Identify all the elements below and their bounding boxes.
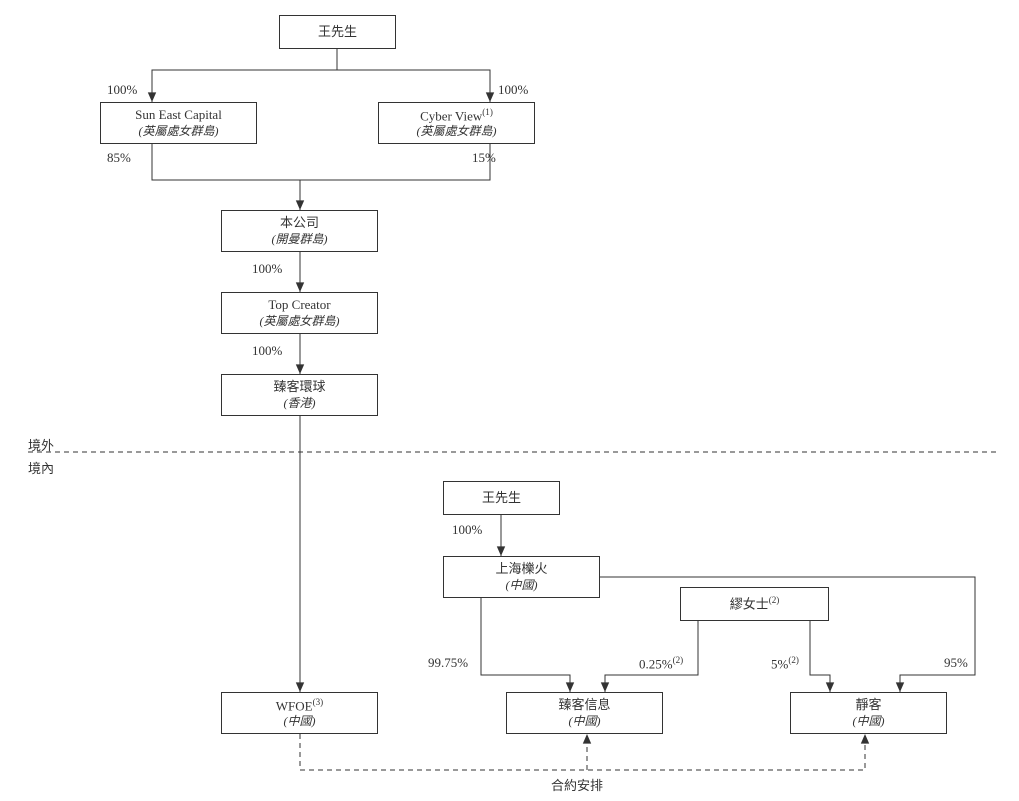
node-subtitle: (英屬處女群島) — [139, 124, 219, 139]
node-subtitle: (英屬處女群島) — [260, 314, 340, 329]
node-subtitle: (香港) — [284, 396, 316, 411]
label-l_mm_5: 5%(2) — [771, 655, 799, 672]
node-topcreator: Top Creator(英屬處女群島) — [221, 292, 378, 334]
node-title: 本公司 — [280, 215, 319, 231]
edge-1 — [337, 49, 490, 102]
node-subtitle: (英屬處女群島) — [417, 124, 497, 139]
node-title: 王先生 — [482, 490, 521, 506]
edge-3 — [300, 144, 490, 180]
edge-0 — [152, 49, 337, 102]
label-l_mm_025: 0.25%(2) — [639, 655, 683, 672]
label-l_tc_100: 100% — [252, 343, 282, 359]
node-cyberview: Cyber View(1)(英屬處女群島) — [378, 102, 535, 144]
node-subtitle: (中國) — [506, 578, 538, 593]
node-title: 臻客環球 — [273, 379, 325, 395]
label-l_sh_95: 95% — [944, 655, 968, 671]
node-zkglobal: 臻客環球(香港) — [221, 374, 378, 416]
label-l_se_85: 85% — [107, 150, 131, 166]
node-suneast: Sun East Capital(英屬處女群島) — [100, 102, 257, 144]
node-subtitle: (中國) — [853, 714, 885, 729]
node-company: 本公司(開曼群島) — [221, 210, 378, 252]
node-title: Cyber View(1) — [420, 107, 493, 125]
org-chart: { "type": "flowchart", "canvas": { "widt… — [0, 0, 1019, 801]
node-title: 臻客信息 — [558, 697, 610, 713]
label-l_cv_100: 100% — [498, 82, 528, 98]
node-title: 上海櫟火 — [495, 561, 547, 577]
node-mrwang2: 王先生 — [443, 481, 560, 515]
node-title: 王先生 — [318, 24, 357, 40]
node-mrwang: 王先生 — [279, 15, 396, 49]
node-title: Top Creator — [268, 297, 330, 313]
node-subtitle: (中國) — [284, 714, 316, 729]
label-l_w2_100: 100% — [452, 522, 482, 538]
node-title: Sun East Capital — [135, 107, 222, 123]
label-l_cv_15: 15% — [472, 150, 496, 166]
node-shlihuo: 上海櫟火(中國) — [443, 556, 600, 598]
node-jingke: 靜客(中國) — [790, 692, 947, 734]
node-subtitle: (中國) — [569, 714, 601, 729]
label-l_sh_9975: 99.75% — [428, 655, 468, 671]
label-l_co_100: 100% — [252, 261, 282, 277]
node-title: 繆女士(2) — [730, 595, 780, 613]
edge-13 — [300, 734, 865, 770]
node-subtitle: (開曼群島) — [272, 232, 328, 247]
node-msmiao: 繆女士(2) — [680, 587, 829, 621]
edge-11 — [810, 621, 830, 692]
edge-9 — [481, 598, 570, 692]
label-l_offshore: 境外 — [28, 435, 54, 454]
node-title: 靜客 — [855, 697, 881, 713]
node-zkinfo: 臻客信息(中國) — [506, 692, 663, 734]
label-l_se_100: 100% — [107, 82, 137, 98]
label-l_onshore: 境內 — [28, 458, 54, 477]
node-wfoe: WFOE(3)(中國) — [221, 692, 378, 734]
edge-2 — [152, 144, 300, 210]
label-l_contract: 合約安排 — [551, 775, 603, 794]
node-title: WFOE(3) — [276, 697, 323, 715]
